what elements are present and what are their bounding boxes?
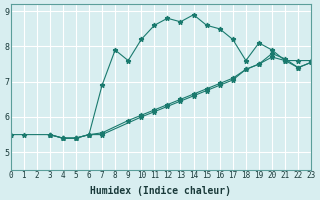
X-axis label: Humidex (Indice chaleur): Humidex (Indice chaleur) (90, 186, 231, 196)
